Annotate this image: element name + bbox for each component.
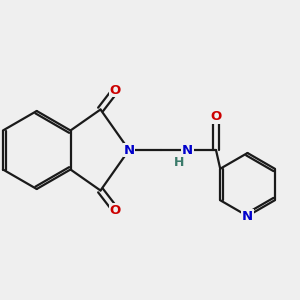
Text: O: O <box>210 110 222 124</box>
Text: O: O <box>110 83 121 97</box>
Text: N: N <box>182 143 193 157</box>
Text: H: H <box>174 156 184 169</box>
Text: N: N <box>123 143 135 157</box>
Text: O: O <box>110 203 121 217</box>
Text: N: N <box>242 209 253 223</box>
